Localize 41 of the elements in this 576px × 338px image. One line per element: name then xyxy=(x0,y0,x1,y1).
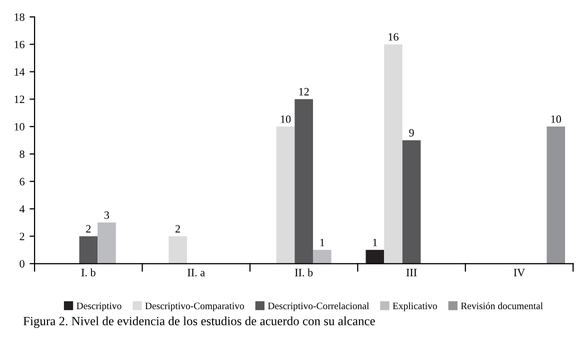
bar xyxy=(546,126,566,264)
data-label: 10 xyxy=(280,115,291,123)
y-tick-label: 0 xyxy=(20,260,24,268)
bar xyxy=(402,140,421,264)
data-label: 12 xyxy=(299,88,309,96)
legend-label: Descriptivo xyxy=(76,302,122,312)
data-label: 1 xyxy=(320,238,324,246)
legend-label: Explicativo xyxy=(392,302,437,312)
bar xyxy=(384,44,402,264)
x-tick-label: II. b xyxy=(294,268,313,276)
legend-label: Revisión documental xyxy=(460,302,543,310)
data-label: 3 xyxy=(104,211,110,219)
bar xyxy=(312,250,332,264)
y-tick-label: 2 xyxy=(20,232,24,240)
legend-label: Descriptivo-Comparativo xyxy=(145,302,244,312)
y-tick-label: 4 xyxy=(20,205,25,213)
y-tick-label: 10 xyxy=(14,123,24,131)
data-label: 9 xyxy=(409,129,414,137)
data-label: 2 xyxy=(86,225,91,232)
y-tick-label: 6 xyxy=(20,178,25,186)
bar xyxy=(168,236,187,264)
bar xyxy=(79,236,98,264)
y-tick-label: 14 xyxy=(14,68,25,76)
y-tick-label: 12 xyxy=(14,96,24,103)
x-tick-label: IV xyxy=(514,268,525,276)
y-tick-label: 16 xyxy=(14,40,25,48)
data-label: 2 xyxy=(176,225,180,232)
data-label: 1 xyxy=(373,238,378,246)
legend-label: Descriptivo-Correlacional xyxy=(268,302,370,312)
data-label: 10 xyxy=(551,115,562,123)
bar xyxy=(276,126,295,264)
y-tick-label: 8 xyxy=(20,150,24,158)
bar xyxy=(366,250,384,264)
bar xyxy=(98,222,116,264)
bar xyxy=(294,99,313,264)
x-tick-label: III xyxy=(406,268,417,276)
x-tick-label: I. b xyxy=(81,268,96,276)
y-tick-label: 18 xyxy=(14,13,24,21)
text: Figura 2. Nivel de evidencia de los estudios de acuerdo con su alcance xyxy=(23,316,375,328)
data-label: 16 xyxy=(388,33,398,41)
x-tick-label: II. a xyxy=(188,268,205,276)
